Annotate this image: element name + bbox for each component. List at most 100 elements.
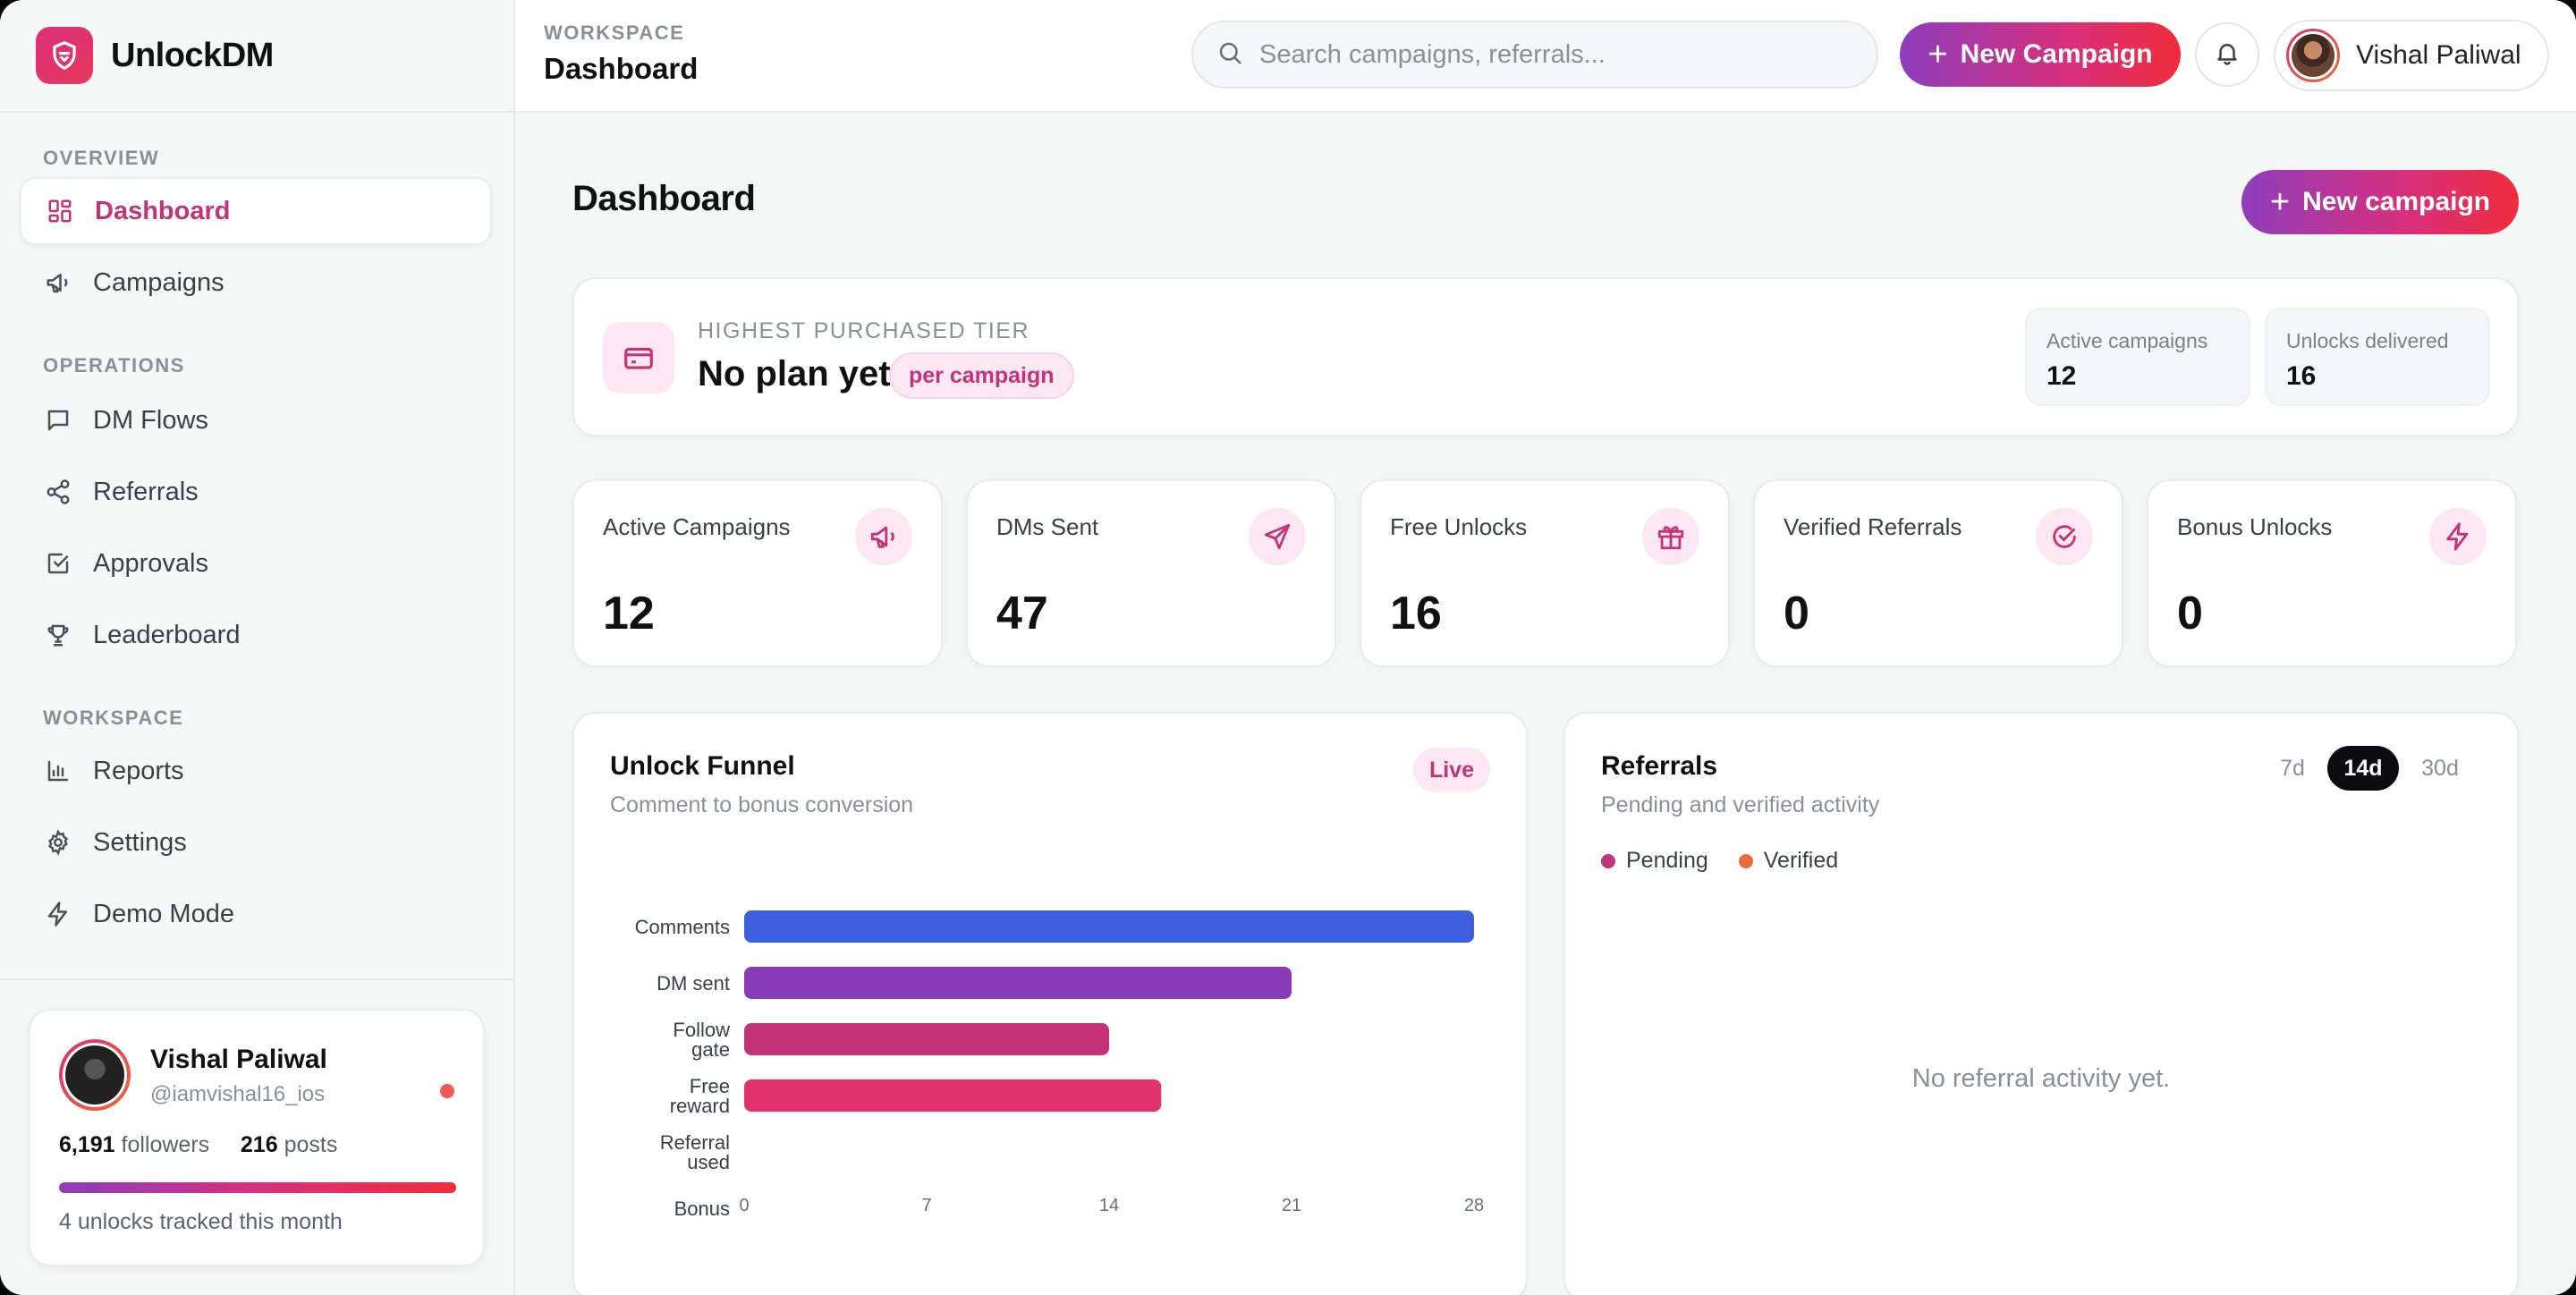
avatar: [59, 1039, 131, 1111]
sidebar-item-demo-mode[interactable]: Demo Mode: [20, 880, 492, 948]
stat-card-active-campaigns[interactable]: Active Campaigns 12: [572, 479, 943, 667]
sidebar-item-dm-flows[interactable]: DM Flows: [20, 386, 492, 454]
stat-card-dms-sent[interactable]: DMs Sent 47: [966, 479, 1336, 667]
stat-card-bonus-unlocks[interactable]: Bonus Unlocks 0: [2147, 479, 2517, 667]
sidebar-item-label: Referrals: [93, 477, 199, 506]
stat-value: 16: [1390, 588, 1442, 639]
nav-section-overview: OVERVIEW: [43, 147, 160, 169]
legend-dot: [1738, 853, 1753, 868]
stat-label: Bonus Unlocks: [2177, 513, 2333, 540]
category-label: DM sent: [657, 972, 730, 995]
send-icon: [1249, 508, 1306, 565]
nav-section-workspace: WORKSPACE: [43, 707, 184, 729]
profile-note: 4 unlocks tracked this month: [59, 1209, 343, 1234]
posts-count: 216: [240, 1132, 278, 1157]
profile-stats: 6,191 followers 216 posts: [59, 1132, 337, 1158]
tier-value: No plan yet: [698, 354, 891, 394]
stat-value: 0: [2177, 588, 2203, 639]
category-label: Bonus: [674, 1198, 730, 1220]
stat-card-verified-referrals[interactable]: Verified Referrals 0: [1753, 479, 2123, 667]
stat-label: Active Campaigns: [603, 513, 791, 540]
tier-card: HIGHEST PURCHASED TIER No plan yet per c…: [572, 277, 2519, 436]
posts-label: posts: [284, 1132, 338, 1157]
x-tick-label: 14: [1099, 1196, 1119, 1215]
profile-handle: @iamvishal16_ios: [150, 1082, 326, 1106]
bolt-icon: [2429, 508, 2487, 565]
breadcrumb: WORKSPACE: [544, 21, 685, 44]
topbar: WORKSPACE Dashboard + New Campaign Visha…: [515, 0, 2576, 113]
funnel-bar[interactable]: [744, 1023, 1109, 1055]
profile-card[interactable]: Vishal Paliwal @iamvishal16_ios 6,191 fo…: [29, 1009, 485, 1266]
sidebar-item-label: Campaigns: [93, 267, 225, 297]
tier-badge: per campaign: [889, 352, 1074, 399]
category-label: Free: [690, 1075, 730, 1097]
panel-subtitle: Comment to bonus conversion: [610, 792, 914, 817]
avatar: [2286, 29, 2340, 82]
range-30d[interactable]: 30d: [2421, 755, 2459, 781]
funnel-bar[interactable]: [744, 910, 1474, 943]
sidebar-item-label: Approvals: [93, 548, 208, 578]
sidebar-item-label: Reports: [93, 756, 184, 785]
bolt-icon: [43, 899, 73, 929]
dashboard-heading: Dashboard: [572, 179, 756, 218]
page-title: Dashboard: [544, 52, 699, 85]
range-7d[interactable]: 7d: [2280, 755, 2305, 781]
panel-title: Unlock Funnel: [610, 751, 795, 781]
x-tick-label: 0: [739, 1196, 749, 1215]
funnel-bar[interactable]: [744, 967, 1292, 999]
user-name: Vishal Paliwal: [2356, 40, 2521, 70]
brand[interactable]: UnlockDM: [0, 0, 513, 113]
category-label: Comments: [635, 916, 730, 938]
sidebar-divider: [0, 978, 515, 980]
new-campaign-button[interactable]: + New Campaign: [1900, 22, 2181, 87]
stat-card-free-unlocks[interactable]: Free Unlocks 16: [1360, 479, 1730, 667]
bell-icon: [2214, 39, 2241, 71]
stat-value: 47: [996, 588, 1048, 639]
search-input[interactable]: [1259, 39, 1868, 70]
sidebar-item-referrals[interactable]: Referrals: [20, 458, 492, 526]
plus-icon: +: [1928, 36, 1948, 73]
live-badge: Live: [1412, 748, 1490, 792]
followers-count: 6,191: [59, 1132, 115, 1157]
sidebar-item-label: Dashboard: [95, 196, 231, 225]
plus-icon: +: [2269, 183, 2291, 221]
sidebar-item-label: Settings: [93, 827, 187, 857]
new-campaign-button-main[interactable]: + New campaign: [2241, 170, 2519, 234]
mini-stat-label: Active campaigns: [2046, 329, 2208, 352]
dashboard-icon: [45, 196, 75, 226]
search-box[interactable]: [1191, 21, 1878, 89]
sidebar-item-approvals[interactable]: Approvals: [20, 529, 492, 597]
sidebar-item-leaderboard[interactable]: Leaderboard: [20, 601, 492, 669]
mini-stat-active-campaigns: Active campaigns 12: [2025, 308, 2250, 406]
mini-stat-value: 12: [2046, 361, 2077, 391]
sidebar: UnlockDM OVERVIEW Dashboard Campaigns OP…: [0, 0, 515, 1295]
x-tick-label: 28: [1464, 1196, 1484, 1215]
category-label: reward: [670, 1095, 730, 1117]
sidebar-item-campaigns[interactable]: Campaigns: [20, 249, 492, 317]
sidebar-item-reports[interactable]: Reports: [20, 737, 492, 805]
panel-subtitle: Pending and verified activity: [1601, 792, 1880, 817]
megaphone-icon: [43, 267, 73, 298]
brand-name: UnlockDM: [111, 36, 274, 74]
legend-item-verified: Verified: [1738, 848, 1839, 874]
mini-stat-label: Unlocks delivered: [2286, 329, 2449, 352]
unlock-funnel-panel: Unlock Funnel Comment to bonus conversio…: [572, 712, 1528, 1295]
category-label: Referral: [660, 1131, 730, 1154]
category-label: gate: [691, 1038, 730, 1061]
empty-state: No referral activity yet.: [1911, 1064, 2171, 1093]
stat-label: DMs Sent: [996, 513, 1099, 540]
sidebar-item-settings[interactable]: Settings: [20, 808, 492, 876]
user-menu[interactable]: Vishal Paliwal: [2274, 20, 2549, 91]
category-label: Follow: [673, 1019, 730, 1041]
sidebar-item-dashboard[interactable]: Dashboard: [20, 177, 492, 245]
notifications-button[interactable]: [2195, 22, 2259, 87]
profile-progress-bar: [59, 1182, 456, 1193]
funnel-bar[interactable]: [744, 1079, 1162, 1112]
new-campaign-label: New campaign: [2302, 187, 2491, 216]
sidebar-item-label: Demo Mode: [93, 899, 234, 928]
share-icon: [43, 477, 73, 507]
range-14d[interactable]: 14d: [2327, 746, 2399, 791]
legend-label: Verified: [1763, 848, 1839, 873]
